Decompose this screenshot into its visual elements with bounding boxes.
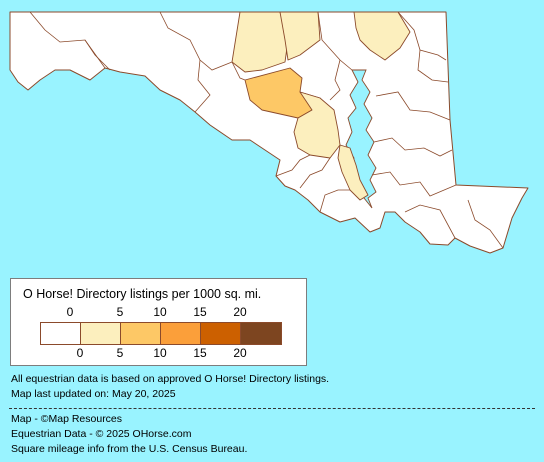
legend-top-tick-20: 20: [233, 305, 247, 319]
legend-bottom-tick-5: 5: [116, 346, 124, 360]
legend-swatch-3: [161, 323, 201, 344]
footer-divider: [9, 408, 535, 409]
legend-swatch-0: [41, 323, 81, 344]
county-south-central-1: [293, 91, 341, 159]
legend-bottom-tick-20: 20: [233, 346, 247, 360]
legend-swatch-4: [201, 323, 241, 344]
legend-top-tick-0: 0: [66, 305, 74, 319]
county-north-central-1: [231, 11, 289, 73]
legend-swatch-2: [121, 323, 161, 344]
state-outline: [9, 11, 529, 254]
note-line-2: Map last updated on: May 20, 2025: [11, 388, 176, 400]
legend-box: O Horse! Directory listings per 1000 sq.…: [10, 278, 307, 366]
legend-title: O Horse! Directory listings per 1000 sq.…: [23, 287, 262, 301]
legend-bottom-tick-10: 10: [153, 346, 167, 360]
credit-mileage: Square mileage info from the U.S. Census…: [11, 443, 248, 455]
maryland-map: [9, 11, 529, 254]
legend-swatch-1: [81, 323, 121, 344]
legend-bottom-tick-0: 0: [76, 346, 84, 360]
legend-swatch-5: [241, 323, 281, 344]
county-south-central-2: [337, 144, 369, 201]
credit-data: Equestrian Data - © 2025 OHorse.com: [11, 428, 192, 440]
legend-top-tick-15: 15: [193, 305, 207, 319]
legend-color-bar: [40, 322, 282, 345]
credit-map: Map - ©Map Resources: [11, 413, 123, 425]
legend-bottom-tick-15: 15: [193, 346, 207, 360]
county-borders: [29, 11, 504, 249]
note-line-1: All equestrian data is based on approved…: [11, 373, 330, 385]
county-northeast: [353, 11, 411, 61]
legend-top-tick-5: 5: [116, 305, 124, 319]
legend-top-tick-10: 10: [153, 305, 167, 319]
